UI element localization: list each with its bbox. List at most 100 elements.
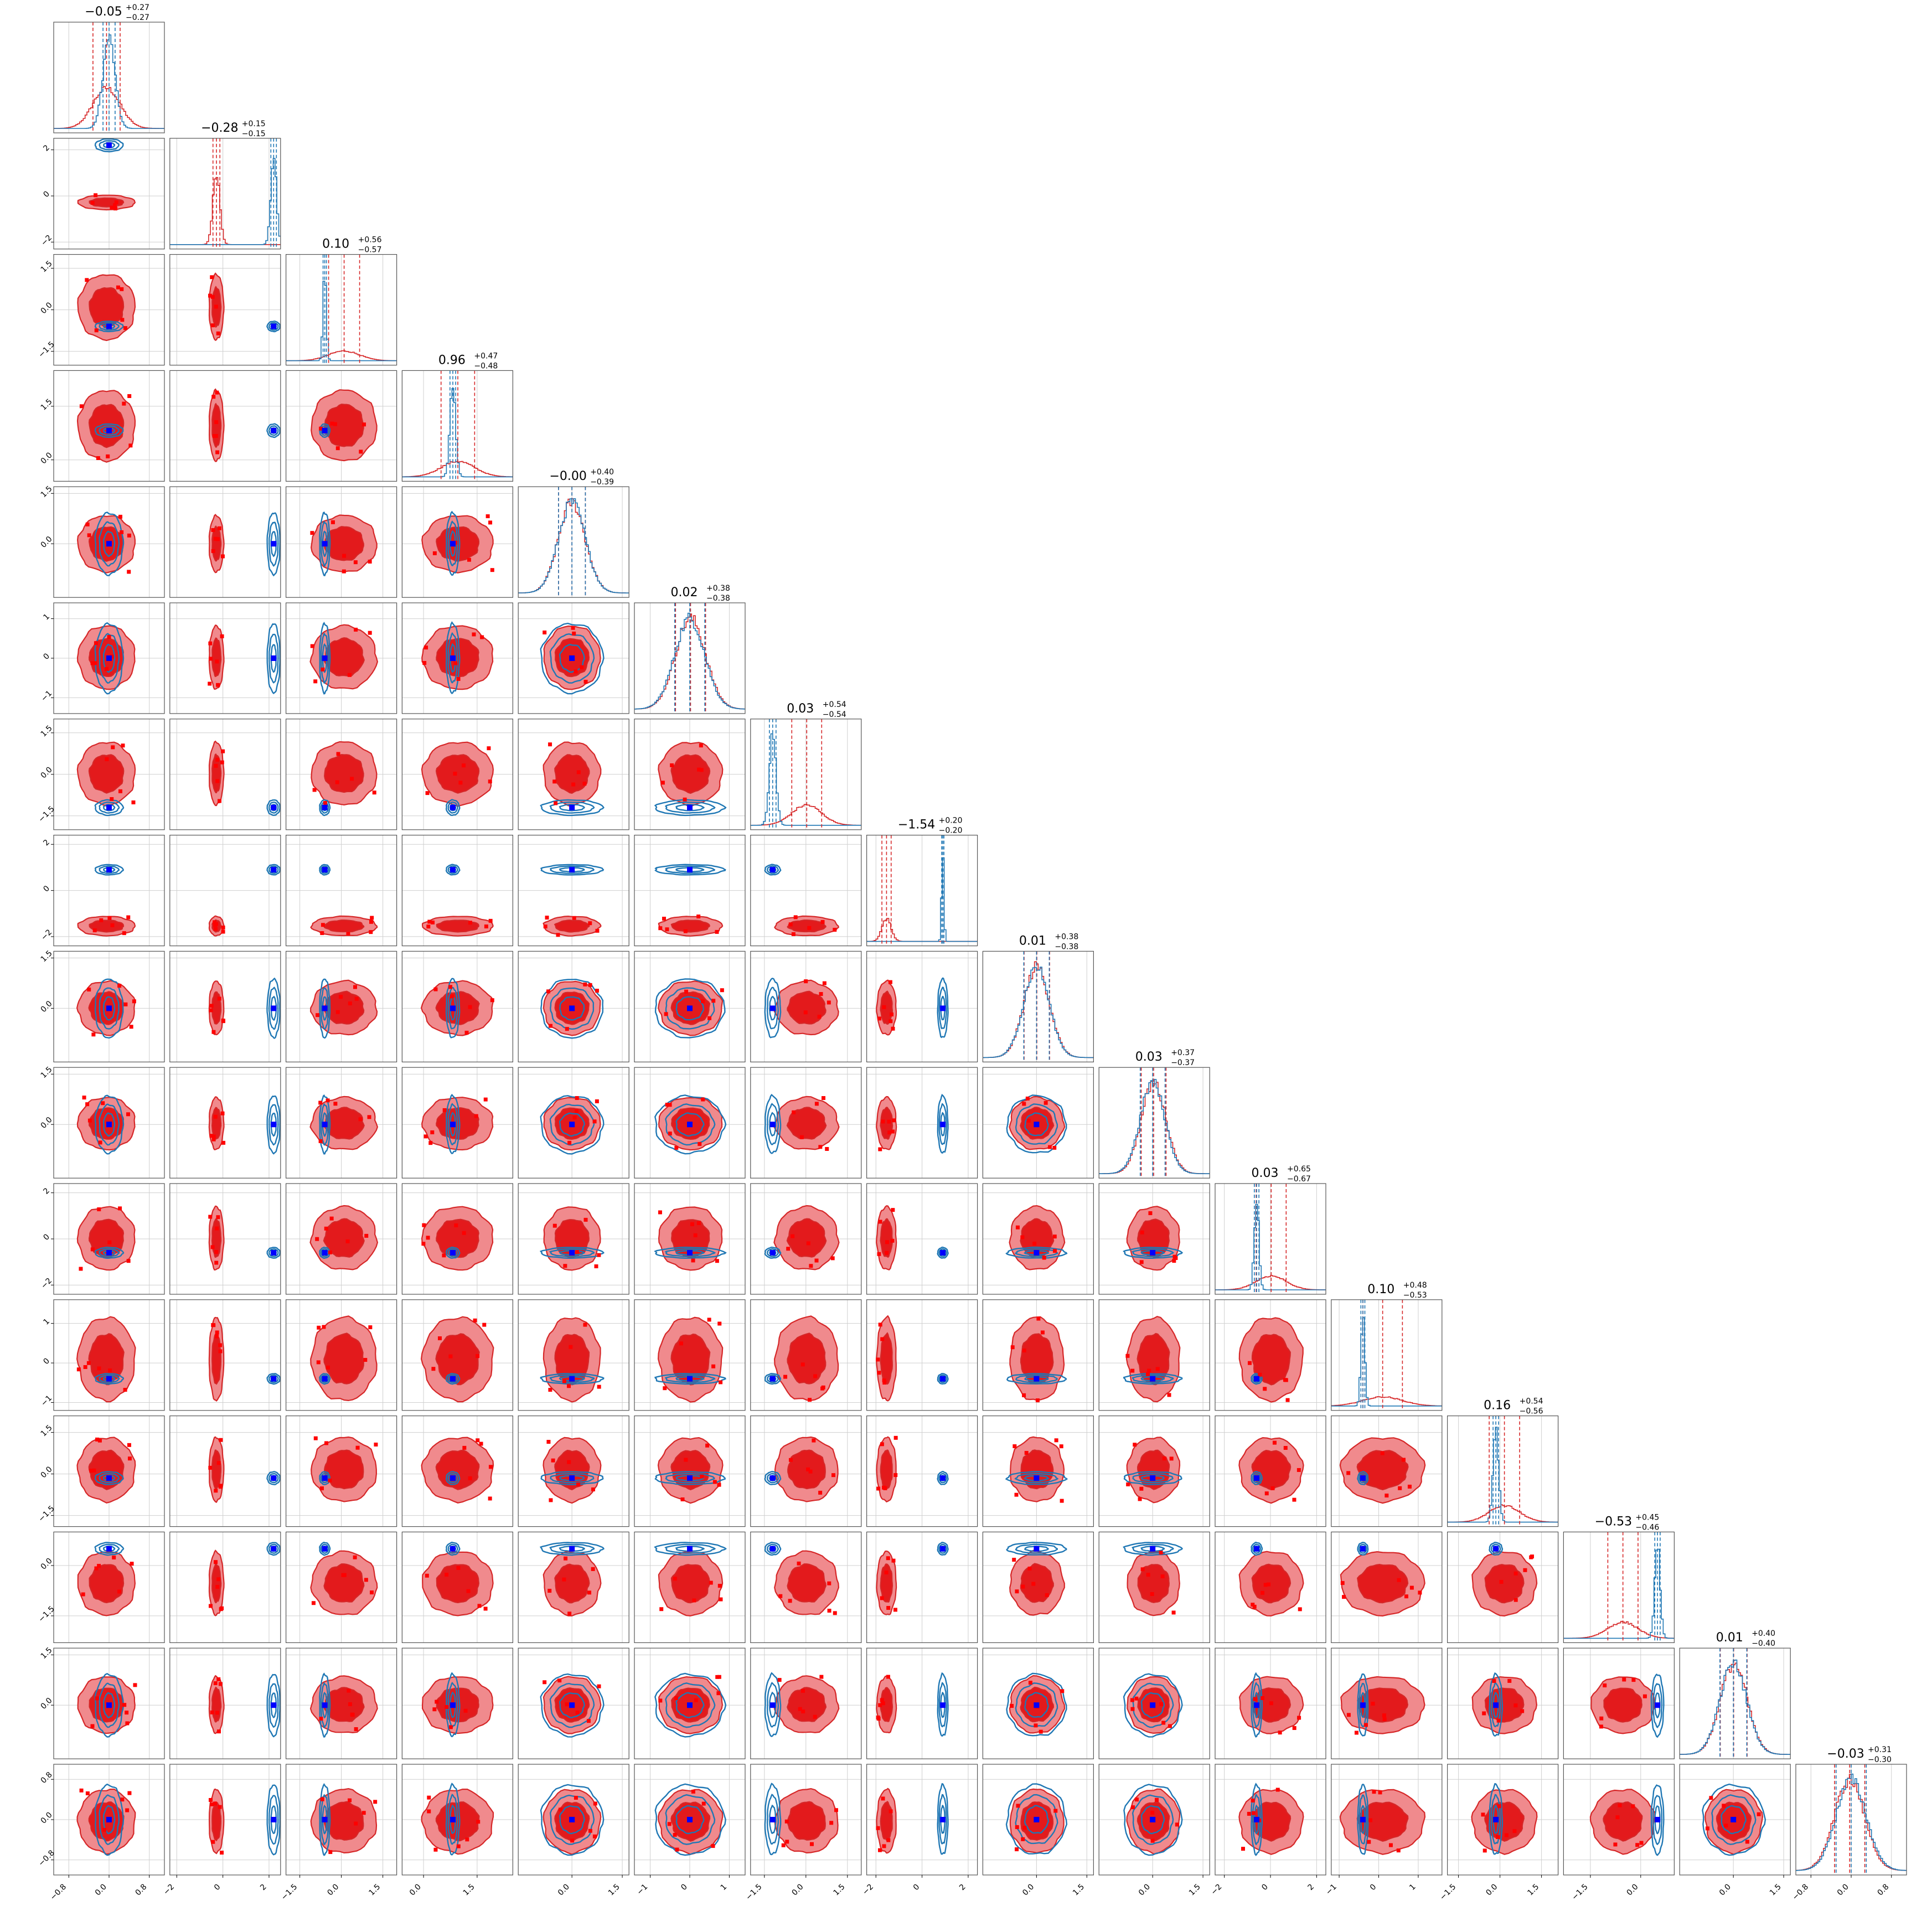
panel-content (169, 1299, 281, 1411)
blue-contour-1 (1131, 1248, 1175, 1257)
red-point-marker (466, 1589, 471, 1593)
contour-panel-12-8 (982, 1416, 1094, 1527)
contour-panel-11-8 (982, 1299, 1094, 1411)
red-point-marker (129, 1025, 133, 1029)
blue-contour-2 (675, 867, 705, 872)
red-point-marker (220, 1111, 225, 1115)
contour-panel-13-10 (1215, 1531, 1326, 1643)
contour-panel-7-4 (518, 834, 629, 947)
blue-contour-1 (665, 987, 715, 1030)
red-point-marker (1031, 1582, 1036, 1586)
x-tick-label: 1.5 (462, 1883, 477, 1898)
blue-contour-0 (266, 864, 281, 876)
contour-panel-5-2 (285, 602, 397, 714)
blue-contour-2 (103, 996, 116, 1021)
red-point-marker (888, 1019, 893, 1024)
red-point-marker (215, 1711, 219, 1715)
truth-marker (322, 1122, 328, 1128)
red-point-marker (720, 988, 724, 993)
red-point-marker (562, 1577, 566, 1582)
panel-content (402, 1416, 513, 1527)
red-point-marker (432, 1707, 437, 1712)
contour-panel-11-10 (1215, 1299, 1326, 1411)
truth-marker (569, 655, 575, 661)
contour-panel-11-4 (518, 1299, 629, 1411)
red-point-marker (85, 522, 90, 526)
blue-contour-1 (938, 1103, 947, 1145)
panel-content (169, 719, 281, 830)
y-tick-label: 0.0 (39, 1465, 54, 1480)
panel-frame (982, 950, 1094, 1063)
contour-panel-9-3 (401, 1067, 514, 1179)
red-contour-inner (436, 1218, 479, 1258)
red-point-marker (90, 661, 95, 665)
panel-content (169, 603, 281, 714)
red-point-marker (791, 932, 795, 936)
blue-contour-0 (94, 423, 124, 438)
blue-contour-1 (99, 801, 120, 814)
truth-marker (106, 1122, 112, 1128)
x-tick-label: 0.8 (133, 1883, 148, 1898)
contour-panel-12-3 (401, 1416, 514, 1527)
panel-frame (1563, 1647, 1675, 1759)
panel-content (866, 1532, 978, 1643)
blue-contour-1 (321, 987, 329, 1030)
x-tick-label: 0.0 (791, 1883, 805, 1898)
panel-content (518, 719, 629, 830)
red-point-marker (884, 1570, 888, 1574)
red-point-marker (582, 782, 587, 786)
panel-title-value: −1.54 (898, 818, 935, 832)
blue-contour-2 (102, 643, 116, 673)
red-point-marker (818, 1145, 823, 1149)
red-point-marker (210, 1710, 214, 1714)
blue-contour-2 (675, 1805, 705, 1835)
panel-frame (285, 486, 397, 598)
red-point-marker (667, 1822, 671, 1826)
red-point-marker (1382, 1717, 1387, 1722)
red-point-marker (888, 980, 892, 984)
panel-frame (750, 719, 862, 830)
red-point-marker (210, 1245, 215, 1249)
red-point-marker (354, 1821, 358, 1826)
red-point-marker (219, 1484, 223, 1488)
blue-contour-0 (1650, 1673, 1665, 1738)
red-point-marker (118, 514, 122, 519)
blue-contour-0 (654, 1542, 727, 1556)
truth-marker (569, 1475, 575, 1481)
truth-marker (322, 1702, 328, 1708)
contour-panel-13-3 (401, 1531, 514, 1643)
red-point-marker (684, 989, 689, 994)
panel-content (1215, 1648, 1326, 1759)
red-contour-inner (1484, 1687, 1525, 1723)
panel-title-plus: +0.38 (1055, 932, 1078, 941)
red-point-marker (323, 800, 327, 805)
blue-contour-0 (319, 1471, 331, 1485)
blue-contour-1 (1252, 1543, 1262, 1554)
panel-content (750, 1532, 861, 1643)
red-point-marker (809, 1264, 813, 1268)
panel-content (1099, 1532, 1210, 1643)
truth-marker (687, 1546, 693, 1552)
red-point-marker (701, 999, 705, 1004)
contour-panel-15-9: 0.0 1.5 (1098, 1764, 1210, 1898)
blue-contour-1 (320, 1248, 329, 1257)
red-point-marker (105, 757, 109, 762)
red-point-marker (318, 1101, 323, 1105)
blue-contour-1 (1014, 1248, 1058, 1257)
truth-marker (322, 1376, 328, 1382)
red-point-marker (806, 1241, 810, 1246)
red-point-marker (1040, 1330, 1045, 1335)
red-point-marker (563, 1264, 567, 1268)
blue-contour-0 (94, 512, 125, 576)
red-point-marker (791, 1234, 795, 1238)
blue-contour-1 (447, 1473, 458, 1484)
red-point-marker (313, 1436, 318, 1440)
red-point-marker (717, 1482, 721, 1487)
blue-contour-1 (268, 986, 279, 1030)
panel-content (402, 1648, 513, 1759)
red-point-marker (567, 1140, 572, 1145)
red-point-marker (588, 1828, 592, 1833)
contour-panel-10-3 (401, 1183, 514, 1295)
red-point-marker (882, 1005, 886, 1009)
